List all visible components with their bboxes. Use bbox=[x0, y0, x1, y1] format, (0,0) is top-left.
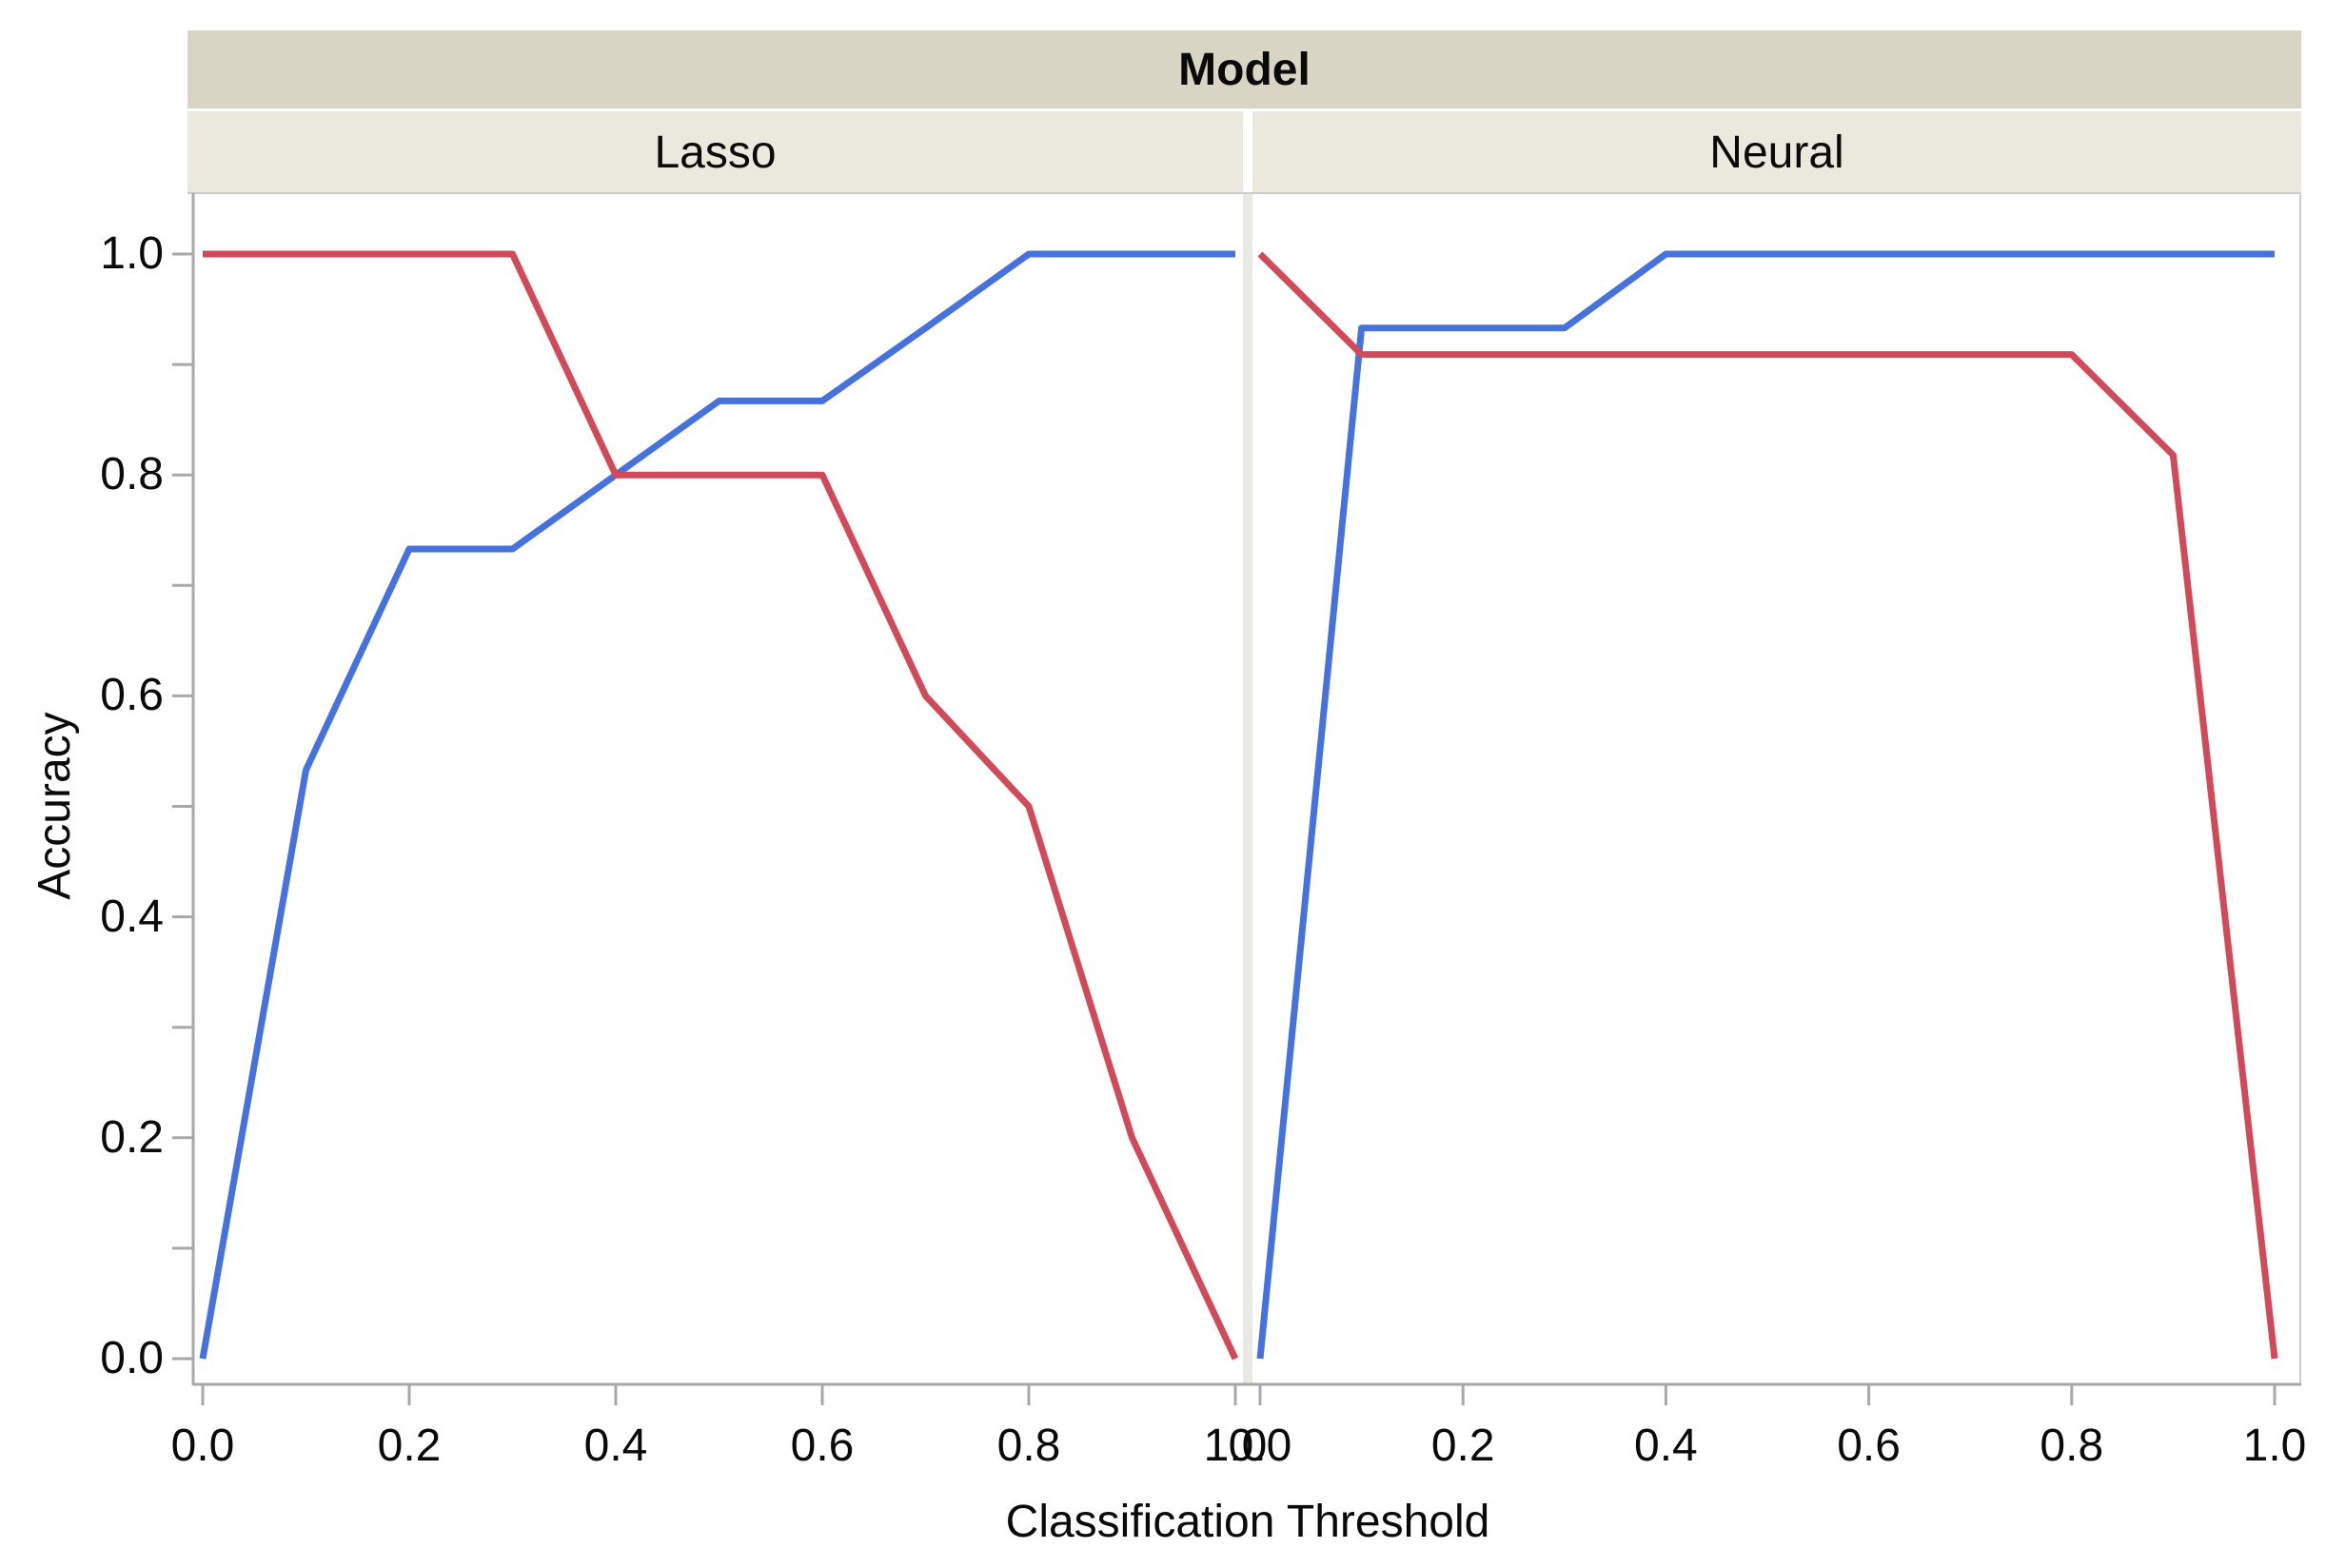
x-axis-title: Classification Threshold bbox=[1005, 1497, 1490, 1547]
x-tick-label: 0.8 bbox=[996, 1421, 1061, 1471]
y-axis-title: Accuracy bbox=[30, 712, 80, 900]
x-tick-label: 0.0 bbox=[1228, 1421, 1292, 1471]
y-tick-label: 0.4 bbox=[100, 891, 164, 942]
x-tick-label: 1.0 bbox=[1203, 1421, 1268, 1471]
panel-separator bbox=[1243, 193, 1252, 1384]
x-tick-label: 1.0 bbox=[2242, 1421, 2307, 1471]
model-header-label: Model bbox=[1178, 44, 1311, 95]
lasso-red-line bbox=[203, 250, 1239, 1361]
neural-blue-line bbox=[1256, 250, 2275, 1360]
y-tick-label: 0.2 bbox=[100, 1111, 164, 1163]
x-tick-label: 0.6 bbox=[1837, 1421, 1901, 1471]
neural-red-line bbox=[1257, 251, 2278, 1360]
lasso-blue-line bbox=[199, 250, 1235, 1360]
panel-label-lasso: Lasso bbox=[187, 111, 1243, 193]
y-tick-label: 0.6 bbox=[100, 670, 164, 721]
x-tick-label: 0.2 bbox=[1430, 1421, 1495, 1471]
panel-label-neural-text: Neural bbox=[1709, 127, 1844, 178]
x-tick-label: 0.4 bbox=[583, 1421, 648, 1471]
x-tick-label: 0.4 bbox=[1634, 1421, 1698, 1471]
panel-label-neural: Neural bbox=[1252, 111, 2301, 193]
model-header-band: Model bbox=[187, 30, 2301, 108]
x-tick-label: 0.8 bbox=[2040, 1421, 2104, 1471]
y-tick-label: 0.0 bbox=[100, 1333, 164, 1383]
x-tick-label: 0.2 bbox=[377, 1421, 442, 1471]
x-tick-label: 0.6 bbox=[790, 1421, 855, 1471]
y-tick-label: 1.0 bbox=[100, 228, 164, 279]
panel-label-lasso-text: Lasso bbox=[654, 127, 777, 178]
y-tick-label: 0.8 bbox=[100, 449, 164, 500]
x-tick-label: 0.0 bbox=[170, 1421, 235, 1471]
